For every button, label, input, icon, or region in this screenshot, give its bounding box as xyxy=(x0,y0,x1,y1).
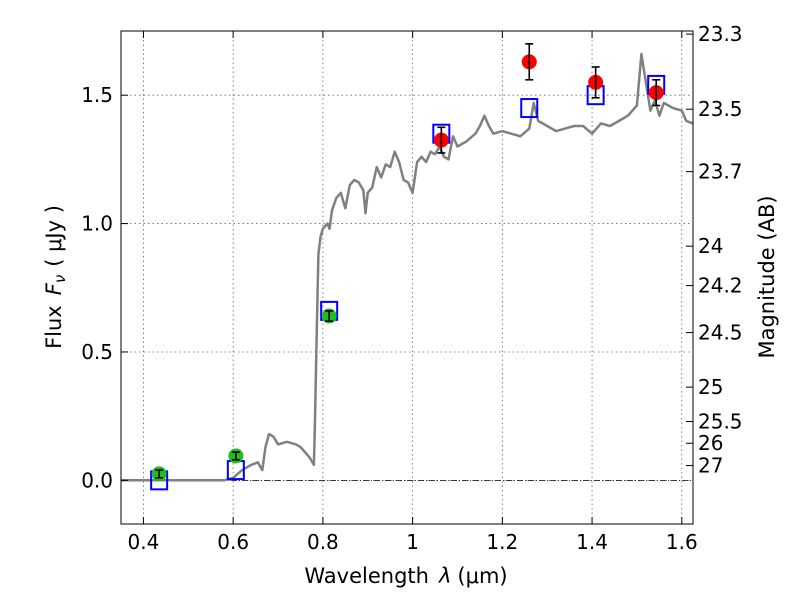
y2-tick-label: 23.7 xyxy=(698,160,743,184)
y2-tick-label: 27 xyxy=(698,454,723,478)
plot-frame xyxy=(120,30,694,525)
y-tick-label: 0.5 xyxy=(81,340,113,364)
photometry-markers xyxy=(150,43,666,491)
y2-tick-label: 24.5 xyxy=(698,321,743,345)
x-axis-label: Wavelength λ (μm) xyxy=(304,564,507,588)
x-tick-label: 1.4 xyxy=(576,530,608,554)
x-tick-label: 1.6 xyxy=(666,530,698,554)
y-axis-label-subscript: ν xyxy=(51,275,69,283)
x-axis-label-unit: (μm) xyxy=(457,564,507,588)
y-tick-label: 1.0 xyxy=(81,212,113,236)
y2-tick-label: 23.3 xyxy=(698,22,743,46)
y-axis-label-text: Flux xyxy=(42,305,66,349)
x-tick-label: 1.2 xyxy=(486,530,518,554)
y-tick-label: 1.5 xyxy=(81,83,113,107)
y-axis-label-unit: ( μJy ) xyxy=(42,205,66,267)
model-spectrum-line xyxy=(121,52,694,482)
y-axis-label-symbol: F xyxy=(42,282,66,295)
axis-ticks: 0.4 0.6 0.8 1 1.2 1.4 1.6 0.0 0.5 1.0 1.5 23.3 23.5 2… xyxy=(81,22,742,554)
plot-area xyxy=(121,31,693,524)
y2-tick-label: 24.2 xyxy=(698,274,743,298)
y2-tick-label: 23.5 xyxy=(698,97,743,121)
y2-tick-label: 25.5 xyxy=(698,410,743,434)
x-axis-label-symbol: λ xyxy=(438,564,451,588)
x-tick-label: 0.8 xyxy=(307,530,339,554)
y2-tick-label: 26 xyxy=(698,431,723,455)
y-tick-label: 0.0 xyxy=(81,468,113,492)
y2-axis-label: Magnitude (AB) xyxy=(755,195,779,358)
x-tick-label: 0.6 xyxy=(217,530,249,554)
model-spectrum xyxy=(121,52,694,482)
model-flux-square xyxy=(520,98,539,119)
x-tick-label: 1 xyxy=(406,530,419,554)
x-tick-label: 0.4 xyxy=(128,530,160,554)
y2-tick-label: 25 xyxy=(698,375,723,399)
y2-tick-label: 24 xyxy=(698,234,723,258)
y-axis-label: Flux Fν ( μJy ) xyxy=(42,205,69,349)
x-axis-label-text: Wavelength xyxy=(304,564,429,588)
